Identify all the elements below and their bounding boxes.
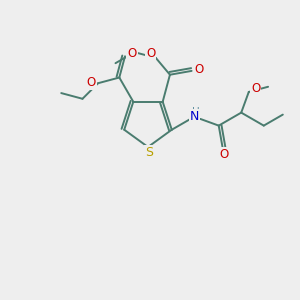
Text: O: O (194, 63, 203, 76)
Text: O: O (146, 47, 155, 60)
Text: O: O (251, 82, 260, 95)
Text: O: O (219, 148, 228, 161)
Text: O: O (128, 47, 136, 60)
Text: N: N (190, 110, 199, 123)
Text: H: H (192, 107, 200, 117)
Text: S: S (145, 146, 153, 158)
Text: O: O (86, 76, 96, 89)
